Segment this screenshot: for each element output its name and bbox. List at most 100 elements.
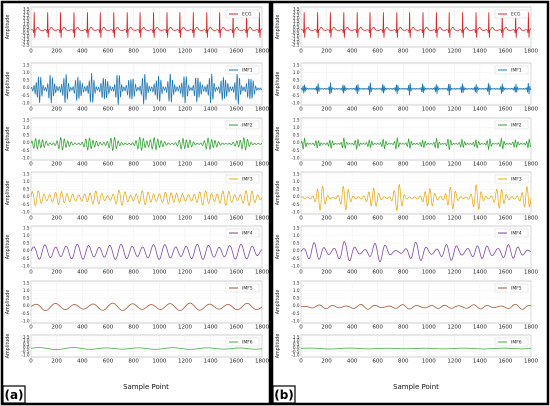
x-tick-label: 200 bbox=[321, 49, 332, 55]
y-tick-label: -1.0 bbox=[291, 209, 300, 214]
x-tick-label: 0 bbox=[29, 162, 33, 168]
x-tick-label: 1400 bbox=[204, 216, 218, 222]
x-axis-label: Sample Point bbox=[123, 383, 169, 391]
x-tick-label: 1200 bbox=[178, 270, 192, 276]
y-tick-label: -0.5 bbox=[21, 349, 30, 354]
legend-box bbox=[225, 283, 260, 293]
y-tick-label: -1.0 bbox=[21, 352, 30, 357]
x-tick-label: 400 bbox=[77, 359, 88, 365]
y-tick-label: 2.0 bbox=[293, 15, 300, 20]
y-tick-label: -1.0 bbox=[291, 155, 300, 160]
subplot-imf5: 1.5 1.0 0.5 0.0 -0.5 -1.0 Amplitude 0 200 400 600 8… bbox=[5, 280, 269, 330]
panel-b-label: (b) bbox=[274, 388, 294, 402]
y-tick-label: 1.5 bbox=[293, 117, 300, 122]
y-axis-label: Amplitude bbox=[275, 127, 281, 152]
series-line bbox=[30, 243, 263, 260]
y-tick-label: 0.5 bbox=[23, 24, 30, 29]
y-tick-label: 1.5 bbox=[293, 18, 300, 23]
x-tick-label: 0 bbox=[29, 270, 33, 276]
subplot-imf1: 1.5 1.0 0.5 0.0 -0.5 -1.0 Amplitude 0 200 400 600 8… bbox=[5, 62, 269, 112]
x-tick-label: 1800 bbox=[524, 359, 538, 365]
x-tick-label: 1400 bbox=[473, 359, 487, 365]
y-tick-label: -0.5 bbox=[21, 93, 30, 98]
x-tick-label: 200 bbox=[51, 325, 62, 331]
x-tick-label: 600 bbox=[103, 49, 114, 55]
x-tick-label: 800 bbox=[398, 359, 409, 365]
x-tick-label: 1800 bbox=[255, 49, 269, 55]
y-tick-label: -2.5 bbox=[291, 42, 300, 47]
x-tick-label: 400 bbox=[347, 270, 358, 276]
x-tick-label: 200 bbox=[51, 107, 62, 113]
series-line bbox=[300, 303, 532, 310]
y-tick-label: 0.0 bbox=[23, 345, 30, 350]
plot-area bbox=[300, 225, 532, 269]
x-tick-label: 1000 bbox=[152, 270, 166, 276]
y-tick-label: 1.5 bbox=[23, 334, 30, 339]
y-tick-label: 1.5 bbox=[23, 62, 30, 67]
x-tick-label: 1400 bbox=[473, 49, 487, 55]
x-tick-label: 1200 bbox=[178, 107, 192, 113]
x-tick-label: 0 bbox=[299, 107, 303, 113]
x-tick-label: 800 bbox=[398, 107, 409, 113]
y-tick-label: -2.0 bbox=[21, 39, 30, 44]
panel-a-label: (a) bbox=[4, 388, 23, 402]
y-tick-label: -0.5 bbox=[291, 202, 300, 207]
legend-label: ECG bbox=[511, 12, 521, 18]
series-line bbox=[300, 136, 532, 151]
x-tick-label: 1400 bbox=[204, 49, 218, 55]
x-tick-label: 1000 bbox=[152, 49, 166, 55]
x-tick-label: 1200 bbox=[178, 49, 192, 55]
y-axis-label: Amplitude bbox=[275, 72, 281, 97]
series-line bbox=[300, 347, 532, 350]
x-tick-label: 800 bbox=[128, 216, 139, 222]
y-axis-label: Amplitude bbox=[5, 15, 11, 40]
y-tick-label: 0.0 bbox=[23, 140, 30, 145]
legend-box bbox=[225, 65, 260, 75]
y-tick-label: -1.5 bbox=[291, 36, 300, 41]
x-tick-label: 200 bbox=[51, 216, 62, 222]
x-tick-label: 1200 bbox=[447, 270, 461, 276]
y-tick-label: 1.5 bbox=[23, 117, 30, 122]
y-tick-label: -1.0 bbox=[21, 263, 30, 268]
x-tick-label: 1200 bbox=[447, 359, 461, 365]
subplot-ecg: 3.53.02.52.01.51.00.50.0-0.5-1.0-1.5-2.0… bbox=[5, 6, 269, 54]
x-tick-label: 1600 bbox=[498, 325, 512, 331]
x-tick-label: 600 bbox=[103, 107, 114, 113]
legend-box bbox=[225, 9, 260, 19]
y-tick-label: 0.0 bbox=[23, 194, 30, 199]
x-tick-label: 1200 bbox=[178, 359, 192, 365]
plots-layer: 3.53.02.52.01.51.00.50.0-0.5-1.0-1.5-2.0… bbox=[5, 6, 538, 391]
y-tick-label: 1.5 bbox=[23, 280, 30, 285]
plot-area bbox=[30, 117, 263, 161]
x-tick-label: 1400 bbox=[473, 162, 487, 168]
y-tick-label: -0.5 bbox=[291, 30, 300, 35]
y-tick-label: 3.0 bbox=[293, 9, 300, 14]
x-tick-label: 1600 bbox=[498, 107, 512, 113]
legend-box bbox=[494, 65, 529, 75]
x-tick-label: 600 bbox=[372, 216, 383, 222]
y-tick-label: 0.0 bbox=[293, 27, 300, 32]
series-line bbox=[30, 189, 263, 207]
x-tick-label: 0 bbox=[29, 359, 33, 365]
x-tick-label: 600 bbox=[103, 162, 114, 168]
x-tick-label: 1000 bbox=[152, 107, 166, 113]
legend-label: IMF2 bbox=[511, 123, 522, 129]
y-tick-label: -1.0 bbox=[291, 33, 300, 38]
x-tick-label: 1000 bbox=[152, 216, 166, 222]
series-line bbox=[30, 12, 263, 38]
x-tick-label: 1800 bbox=[524, 216, 538, 222]
subplot-imf6: 1.51.00.50.0-0.5-1.0 Amplitude 0 200 400 600 8… bbox=[275, 334, 538, 365]
x-tick-label: 0 bbox=[29, 49, 33, 55]
x-tick-label: 1200 bbox=[447, 325, 461, 331]
subplot-imf4: 1.5 1.0 0.5 0.0 -0.5 -1.0 Amplitude 0 200 400 600 8… bbox=[5, 225, 269, 275]
y-tick-label: 1.0 bbox=[23, 125, 30, 130]
subplot-imf4: 1.5 1.0 0.5 0.0 -0.5 -1.0 Amplitude 0 200 400 600 8… bbox=[275, 225, 538, 275]
x-tick-label: 1800 bbox=[255, 107, 269, 113]
x-tick-label: 0 bbox=[299, 49, 303, 55]
y-axis-label: Amplitude bbox=[275, 290, 281, 315]
y-tick-label: 1.0 bbox=[293, 338, 300, 343]
y-tick-label: 0.5 bbox=[23, 187, 30, 192]
y-axis-label: Amplitude bbox=[5, 290, 11, 315]
x-tick-label: 600 bbox=[372, 270, 383, 276]
